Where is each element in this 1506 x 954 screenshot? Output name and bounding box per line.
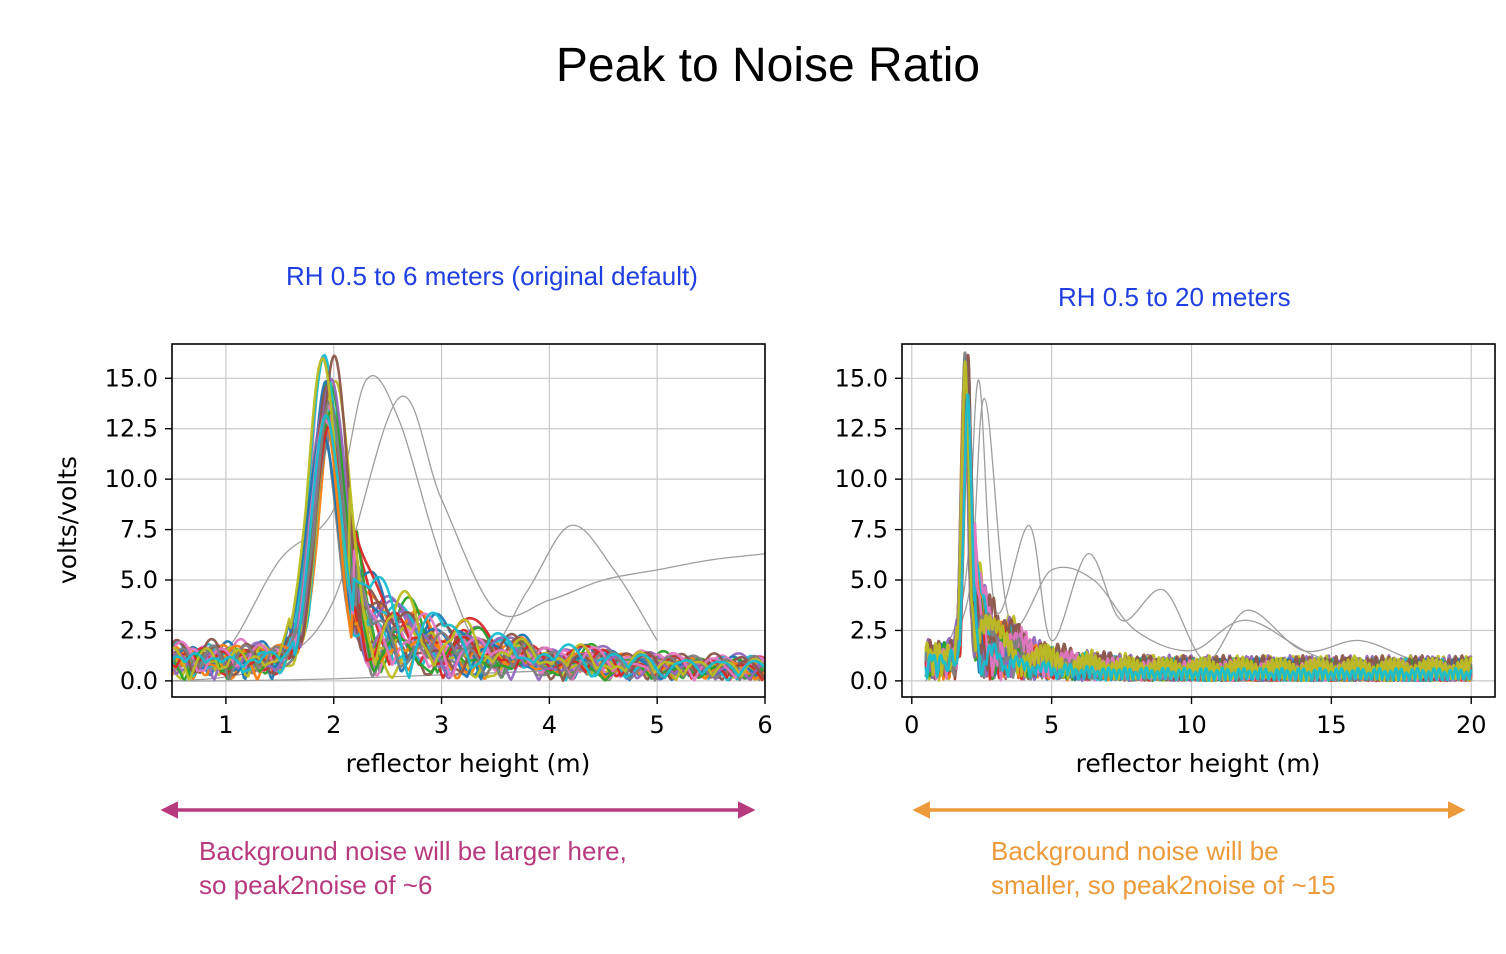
x-tick-label: 6 (757, 711, 772, 739)
y-tick-label: 0.0 (850, 667, 888, 695)
x-tick-label: 2 (326, 711, 341, 739)
gray-trace (925, 397, 1472, 682)
y-tick-label: 5.0 (850, 566, 888, 594)
slide-title: Peak to Noise Ratio (555, 39, 981, 92)
y-tick-label: 5.0 (120, 566, 158, 594)
y-tick-label: 7.5 (120, 516, 158, 544)
right-annotation-line-2: smaller, so peak2noise of ~15 (991, 870, 1336, 900)
y-tick-label: 15.0 (835, 364, 888, 392)
x-tick-label: 10 (1176, 711, 1207, 739)
y-tick-label: 2.5 (850, 616, 888, 644)
x-tick-label: 5 (1044, 711, 1059, 739)
left-chart-frame (171, 343, 766, 698)
x-tick-label: 20 (1456, 711, 1487, 739)
right-chart-grid (902, 344, 1495, 697)
left-chart-colored-traces (172, 353, 765, 682)
left-chart-ticks: 1 2 3 4 5 6 0.0 2.5 5.0 7.5 10.0 12.5 15.0 (105, 364, 773, 739)
y-tick-label: 12.5 (835, 415, 888, 443)
left-chart-xlabel: reflector height (m) (346, 749, 591, 778)
left-annotation: Background noise will be larger here, so… (199, 834, 627, 902)
colored-trace (924, 360, 1473, 683)
y-tick-label: 0.0 (120, 667, 158, 695)
right-chart-title: RH 0.5 to 20 meters (1058, 282, 1291, 312)
colored-trace (172, 414, 765, 680)
left-annotation-line-1: Background noise will be larger here, (199, 836, 627, 866)
right-chart-colored-traces (924, 351, 1473, 683)
left-chart: 1 2 3 4 5 6 0.0 2.5 5.0 7.5 10.0 12.5 15.0 reflector… (53, 343, 773, 778)
y-tick-label: 12.5 (105, 415, 158, 443)
colored-trace (924, 393, 1473, 683)
y-tick-label: 7.5 (850, 516, 888, 544)
y-tick-label: 10.0 (835, 465, 888, 493)
right-chart-xlabel: reflector height (m) (1076, 749, 1321, 778)
right-chart-gray-traces (925, 379, 1472, 682)
right-chart: 0 5 10 15 20 0.0 2.5 5.0 7.5 10.0 12.5 15.0 reflect… (835, 343, 1496, 778)
x-tick-label: 4 (542, 711, 557, 739)
y-tick-label: 10.0 (105, 465, 158, 493)
y-tick-label: 2.5 (120, 616, 158, 644)
colored-trace (172, 357, 765, 681)
right-annotation-line-1: Background noise will be (991, 836, 1279, 866)
right-annotation: Background noise will be smaller, so pea… (991, 834, 1336, 902)
x-tick-label: 0 (904, 711, 919, 739)
left-chart-ylabel: volts/volts (53, 456, 82, 584)
left-chart-title: RH 0.5 to 6 meters (original default) (286, 261, 698, 291)
x-tick-label: 5 (650, 711, 665, 739)
x-tick-label: 3 (434, 711, 449, 739)
right-chart-ticks: 0 5 10 15 20 0.0 2.5 5.0 7.5 10.0 12.5 15.0 (835, 364, 1487, 739)
x-tick-label: 1 (218, 711, 233, 739)
left-annotation-line-2: so peak2noise of ~6 (199, 870, 433, 900)
y-tick-label: 15.0 (105, 364, 158, 392)
x-tick-label: 15 (1316, 711, 1347, 739)
right-chart-frame (901, 343, 1496, 698)
gray-trace (172, 374, 658, 676)
